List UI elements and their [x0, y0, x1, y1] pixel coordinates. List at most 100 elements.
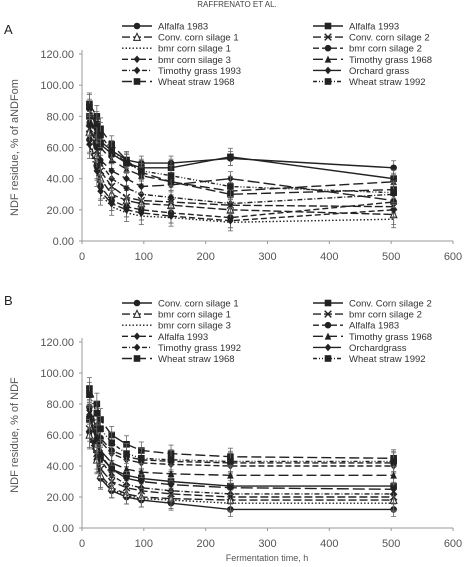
- data-point: [97, 131, 104, 139]
- legend-label: Alfalfa 1993: [349, 22, 399, 33]
- series-11: [86, 377, 397, 468]
- legend-label: bmr corn silage 3: [158, 55, 231, 66]
- x-tick-label: 500: [382, 251, 400, 263]
- series-line: [88, 414, 394, 490]
- legend-label: Conv. corn silage 1: [158, 33, 239, 44]
- legend-item: Timothy grass 1968: [313, 332, 432, 343]
- data-point: [108, 449, 115, 458]
- legend-item: bmr corn silage 1: [122, 44, 231, 55]
- x-tick-label: 600: [444, 251, 462, 263]
- series-12: [86, 94, 397, 204]
- legend-label: Alfalfa 1983: [349, 321, 399, 332]
- data-point: [93, 120, 101, 128]
- series-line: [88, 419, 394, 487]
- marker-stroke: [324, 33, 332, 41]
- series-6: [86, 126, 397, 229]
- legend-marker: [324, 22, 332, 30]
- series-line: [88, 409, 394, 467]
- data-point: [86, 121, 93, 130]
- y-tick-label: 120.00: [40, 49, 74, 61]
- legend-marker: [324, 299, 332, 307]
- series-8: [86, 402, 397, 485]
- legend-marker: [132, 309, 142, 318]
- y-tick-label: 60.00: [46, 430, 74, 442]
- x-tick-label: 600: [444, 538, 462, 550]
- data-point: [138, 182, 145, 191]
- data-point: [86, 140, 93, 149]
- y-tick-label: 40.00: [46, 174, 74, 186]
- data-point: [108, 439, 115, 447]
- series-10: [86, 405, 397, 497]
- data-point: [86, 411, 93, 419]
- series-1: [86, 98, 397, 176]
- series-line: [88, 437, 394, 504]
- data-point: [97, 156, 104, 164]
- legend-item: Orchardgrass: [313, 343, 407, 354]
- data-point: [123, 159, 130, 167]
- legend-marker: [324, 44, 332, 52]
- series-line: [88, 416, 394, 495]
- series-line: [88, 428, 394, 498]
- y-tick-label: 20.00: [46, 205, 74, 217]
- series-12: [86, 381, 397, 472]
- series-line: [88, 125, 394, 202]
- data-point: [123, 174, 130, 183]
- panel-letter: B: [4, 293, 13, 308]
- data-point: [86, 103, 93, 111]
- data-point: [138, 167, 145, 175]
- data-point: [167, 469, 175, 478]
- legend-marker: [324, 33, 332, 41]
- data-point: [227, 183, 234, 190]
- legend-marker: [324, 66, 332, 75]
- legend-marker: [133, 78, 141, 85]
- x-axis-title: Fermentation time, h: [226, 553, 309, 563]
- legend-label: Conv. Corn silage 2: [349, 299, 432, 310]
- legend-label: Conv. corn silage 2: [349, 33, 430, 44]
- legend-item: Timothy grass 1968: [313, 55, 432, 66]
- chart-panel-b: B 0.00 20.00 40.00 60.00 80.00 100.00 120.00 0 10…: [4, 293, 462, 550]
- legend-marker: [324, 78, 332, 85]
- legend-item: Alfalfa 1983: [122, 22, 208, 33]
- legend-item: Wheat straw 1968: [122, 77, 235, 88]
- data-point: [167, 480, 175, 489]
- running-head: RAFFRENATO ET AL.: [197, 0, 277, 9]
- legend-label: Wheat straw 1968: [158, 77, 235, 88]
- data-point: [227, 199, 234, 208]
- data-point: [227, 458, 234, 465]
- data-point: [93, 434, 101, 442]
- legend-label: Conv. corn silage 1: [158, 299, 239, 310]
- legend-item: bmr corn silage 3: [122, 321, 231, 332]
- series-2: [86, 408, 397, 496]
- legend-item: Alfalfa 1983: [313, 321, 399, 332]
- y-tick-label: 80.00: [46, 111, 74, 123]
- series-7: [86, 400, 397, 474]
- x-tick-label: 400: [320, 251, 338, 263]
- legend-item: bmr corn silage 2: [313, 310, 422, 321]
- data-point: [138, 477, 145, 486]
- data-point: [123, 206, 130, 214]
- legend-label: bmr corn silage 1: [158, 310, 231, 321]
- y-axis-title: NDF residue, % of aNDFom: [9, 79, 21, 216]
- y-tick-label: 0.00: [53, 236, 74, 248]
- data-point: [227, 216, 234, 225]
- y-tick-label: 60.00: [46, 143, 74, 155]
- legend-label: Wheat straw 1992: [349, 354, 426, 365]
- chart-panel-a: A 0.00 20.00 40.00 60.00 80.00 100.00 120.00 0 10…: [4, 22, 462, 264]
- data-point: [167, 456, 175, 464]
- series-9: [86, 111, 397, 215]
- legend-item: Conv. Corn silage 2: [313, 299, 432, 310]
- legend-item: Timothy grass 1993: [122, 66, 241, 77]
- data-point: [390, 164, 397, 172]
- data-point: [390, 471, 397, 479]
- data-point: [123, 184, 130, 192]
- legend-marker: [324, 321, 332, 329]
- data-point: [167, 172, 175, 179]
- data-point: [97, 451, 104, 459]
- series-line: [88, 103, 394, 196]
- legend-item: Wheat straw 1992: [313, 354, 426, 365]
- data-point: [138, 454, 145, 462]
- x-tick-label: 100: [135, 251, 153, 263]
- legend-label: Alfalfa 1993: [158, 332, 208, 343]
- data-point: [108, 465, 115, 473]
- legend-label: Timothy grass 1968: [349, 55, 432, 66]
